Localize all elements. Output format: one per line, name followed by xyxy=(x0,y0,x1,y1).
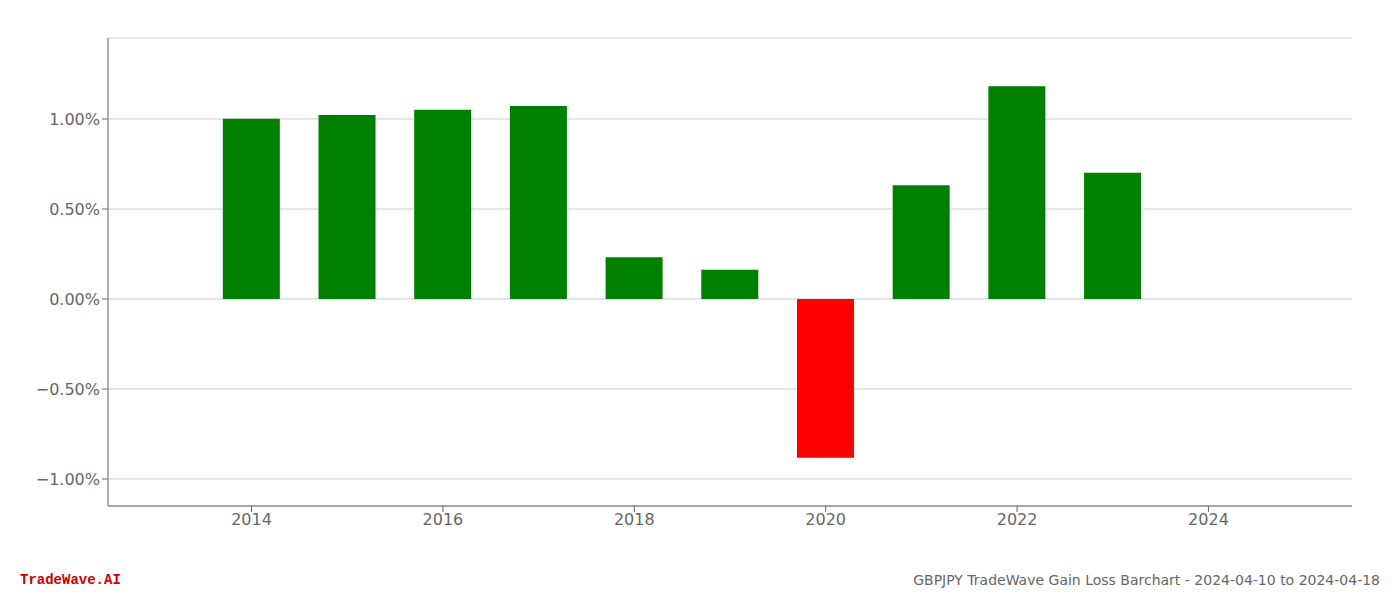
svg-text:0.50%: 0.50% xyxy=(49,200,100,219)
svg-text:2016: 2016 xyxy=(423,510,464,529)
html-text:TradeWave.AI: TradeWave.AI xyxy=(20,572,121,588)
svg-text:0.00%: 0.00% xyxy=(49,290,100,309)
html-text:GBPJPY TradeWave Gain Loss Bar: GBPJPY TradeWave Gain Loss Barchart - 20… xyxy=(913,572,1380,588)
svg-text:2020: 2020 xyxy=(805,510,846,529)
svg-text:2018: 2018 xyxy=(614,510,655,529)
svg-text:2022: 2022 xyxy=(997,510,1038,529)
svg-text:2024: 2024 xyxy=(1188,510,1229,529)
svg-text:2014: 2014 xyxy=(231,510,272,529)
svg-text:−1.00%: −1.00% xyxy=(36,470,100,489)
svg-text:−0.50%: −0.50% xyxy=(36,380,100,399)
svg-text:1.00%: 1.00% xyxy=(49,110,100,129)
